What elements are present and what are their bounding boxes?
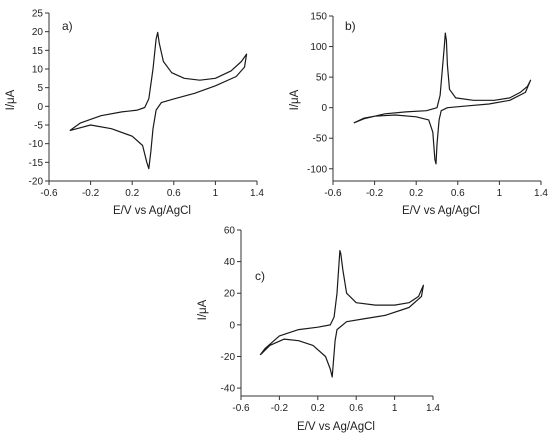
y-tick-label: -5: [34, 121, 43, 132]
x-tick-label: 1.4: [426, 403, 440, 414]
y-tick-label: -20: [221, 352, 236, 363]
y-tick-label: 15: [32, 46, 44, 57]
x-tick-label: 1.4: [250, 188, 264, 199]
panel-b-ylabel: I/μA: [289, 89, 301, 110]
y-tick-label: 60: [224, 226, 236, 237]
y-tick-label: -15: [29, 158, 44, 169]
x-tick-label: -0.6: [232, 403, 250, 414]
y-tick-label: -100: [307, 164, 327, 175]
x-tick-label: 0.2: [125, 188, 139, 199]
y-tick-label: 10: [32, 65, 44, 76]
panel-b-axes: [332, 16, 541, 182]
y-tick-label: 40: [224, 257, 236, 268]
x-tick-label: -0.6: [324, 188, 342, 199]
x-tick-label: 1: [213, 188, 219, 199]
panel-a-label: a): [62, 19, 73, 33]
panel-b-series: [353, 32, 532, 165]
y-tick-label: -10: [29, 139, 44, 150]
x-tick-label: -0.2: [82, 188, 100, 199]
panel-a-ticks: -0.6 -0.2 0.2 0.6 1 1.4 -20 -15 -10 -5 0 5 10 15 20 25: [29, 9, 265, 200]
y-tick-label: 150: [310, 12, 327, 23]
panel-c-axes: [240, 230, 433, 397]
y-tick-label: 50: [316, 73, 328, 84]
panel-a-axes: [48, 13, 257, 182]
y-tick-label: -20: [29, 177, 44, 188]
x-tick-label: 0.6: [167, 188, 181, 199]
panel-b: -0.6 -0.2 0.2 0.6 1 1.4 -100 -50 0 50 100 150 b) E/…: [289, 12, 548, 218]
y-tick-label: 0: [37, 102, 43, 113]
x-tick-label: -0.2: [271, 403, 289, 414]
panel-b-ticks: -0.6 -0.2 0.2 0.6 1 1.4 -100 -50 0 50 100 150: [307, 12, 548, 200]
y-tick-label: 100: [310, 42, 327, 53]
x-tick-label: 0.6: [349, 403, 363, 414]
y-tick-label: 25: [32, 9, 44, 20]
panel-a-cv-curve: [69, 31, 248, 170]
x-tick-label: -0.2: [366, 188, 384, 199]
x-tick-label: 1: [392, 403, 398, 414]
y-tick-label: -50: [313, 134, 328, 145]
y-tick-label: 0: [229, 320, 235, 331]
panel-c-ticks: -0.6 -0.2 0.2 0.6 1 1.4 -40 -20 0 20 40 60: [221, 226, 441, 415]
x-tick-label: 0.2: [409, 188, 423, 199]
x-tick-label: 1.4: [534, 188, 548, 199]
panel-a-ylabel: I/μA: [5, 89, 17, 110]
x-tick-label: 0.2: [311, 403, 325, 414]
panel-c-xlabel: E/V vs Ag/AgCl: [297, 421, 375, 433]
panel-b-cv-curve: [353, 32, 532, 165]
y-tick-label: 0: [321, 103, 327, 114]
panel-c-ylabel: I/μA: [197, 299, 209, 320]
y-tick-label: 5: [37, 83, 43, 94]
x-tick-label: 0.6: [451, 188, 465, 199]
panel-b-xlabel: E/V vs Ag/AgCl: [402, 205, 480, 217]
panel-c-label: c): [255, 269, 265, 283]
panel-c: -0.6 -0.2 0.2 0.6 1 1.4 -40 -20 0 20 40 60 c) E/V v…: [197, 226, 440, 434]
panel-a-xlabel: E/V vs Ag/AgCl: [113, 205, 191, 217]
y-tick-label: 20: [224, 289, 236, 300]
x-tick-label: 1: [497, 188, 503, 199]
x-tick-label: -0.6: [40, 188, 58, 199]
y-tick-label: -40: [221, 384, 236, 395]
y-tick-label: 20: [32, 27, 44, 38]
panel-a-series: [69, 31, 248, 170]
panel-c-series: [259, 250, 424, 378]
panel-b-label: b): [345, 19, 356, 33]
panel-a: -0.6 -0.2 0.2 0.6 1 1.4-20-15-10-50510152025 …: [5, 9, 264, 218]
panel-c-cv-curve: [259, 250, 424, 378]
